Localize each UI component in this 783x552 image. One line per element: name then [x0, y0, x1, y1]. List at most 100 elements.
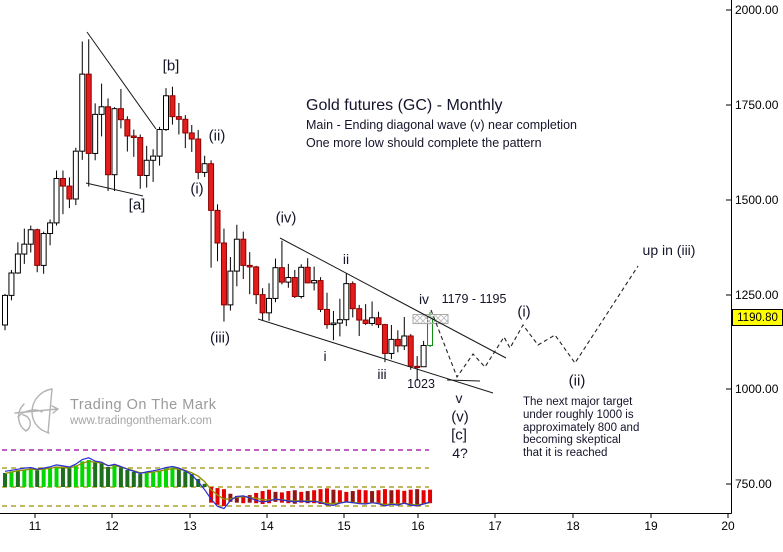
candle: [278, 267, 285, 283]
wave-label: (i): [190, 180, 204, 198]
indicator-bar: [331, 489, 336, 505]
wave-label: 1023: [407, 377, 435, 391]
indicator-bar: [164, 468, 168, 487]
candle: [66, 185, 73, 200]
candle: [150, 155, 157, 161]
indicator-bar: [337, 490, 342, 504]
candle: [34, 229, 41, 266]
price-axis-label: 1250.00: [735, 288, 779, 302]
watermark-name: Trading On The Mark: [70, 397, 217, 413]
candle: [291, 277, 298, 298]
candle: [208, 163, 215, 211]
indicator-bar: [325, 488, 329, 506]
candle: [163, 95, 169, 131]
candle: [233, 238, 240, 272]
target-price-box: [412, 313, 449, 325]
indicator-bar: [312, 490, 317, 504]
candle: [246, 264, 253, 268]
indicator-bar: [382, 489, 387, 506]
candle: [169, 95, 176, 118]
indicator-bar: [215, 488, 220, 505]
candle: [369, 317, 376, 324]
candle: [253, 266, 260, 296]
trendline: [279, 237, 507, 359]
indicator-bar: [350, 491, 355, 504]
indicator-bar: [228, 493, 233, 502]
target-note-line: becoming skeptical: [523, 434, 621, 447]
candle: [2, 294, 8, 326]
watermark: Trading On The Mark www.tradingonthemark…: [12, 386, 242, 436]
time-axis-label: 17: [488, 519, 502, 533]
trendline: [257, 318, 494, 394]
projection-path: [430, 265, 639, 379]
candle: [117, 108, 124, 121]
candle: [59, 177, 66, 187]
indicator-bar: [402, 490, 407, 504]
indicator-bar: [415, 489, 420, 506]
indicator-bar: [73, 465, 78, 487]
wave-label: (iv): [275, 209, 297, 227]
wave-label: iii: [377, 366, 387, 382]
wave-label: [c]: [451, 426, 467, 444]
candle: [401, 335, 408, 347]
indicator-bar: [421, 490, 426, 505]
candle: [79, 73, 86, 152]
time-axis-label: 18: [566, 519, 580, 533]
wave-label: (ii): [208, 127, 226, 145]
trendline: [85, 182, 144, 197]
indicator-bar: [15, 470, 20, 487]
indicator-bar: [221, 489, 226, 506]
indicator-bar: [151, 471, 156, 487]
wave-label: v: [455, 390, 463, 406]
candle: [272, 267, 279, 299]
target-note-line: that it is reached: [523, 447, 608, 460]
indicator-bar: [144, 472, 149, 487]
indicator-blue-line: [4, 457, 431, 510]
indicator-bar: [395, 489, 400, 505]
candle: [266, 297, 273, 314]
candle: [105, 106, 112, 176]
price-axis-label: 1750.00: [735, 98, 779, 112]
indicator-bar: [363, 490, 368, 505]
indicator-bar: [286, 491, 291, 504]
indicator-bar: [106, 467, 111, 487]
candle: [137, 137, 144, 176]
candle: [394, 338, 401, 347]
indicator-bar: [299, 491, 304, 503]
target-note-line: approximately 800 and: [523, 421, 640, 434]
indicator-bar: [389, 490, 394, 505]
indicator-bar: [170, 467, 175, 487]
time-axis-label: 14: [260, 519, 274, 533]
indicator-bar: [260, 491, 265, 505]
candle: [201, 163, 208, 173]
chart-header: Gold futures (GC) - Monthly Main - Endin…: [306, 96, 577, 151]
indicator-bar: [131, 471, 136, 487]
candle: [330, 322, 337, 326]
indicator-bar: [157, 470, 162, 487]
indicator-bar: [28, 468, 33, 487]
indicator-bar: [99, 463, 104, 487]
candle: [175, 116, 182, 120]
price-axis-label: 1000.00: [735, 382, 779, 396]
time-axis-label: 19: [644, 519, 658, 533]
watermark-url: www.tradingonthemark.com: [70, 415, 212, 427]
wave-label: (iii): [210, 329, 230, 347]
wave-label: (i): [517, 303, 531, 321]
candle: [227, 270, 234, 306]
indicator-bar: [22, 469, 27, 487]
candle: [72, 150, 79, 200]
target-note: The next major target under roughly 1000…: [523, 396, 673, 460]
candle: [27, 229, 34, 245]
candle: [240, 238, 247, 266]
candle: [143, 159, 150, 176]
candle: [381, 324, 388, 354]
candle: [304, 266, 311, 284]
candle: [92, 113, 99, 154]
candle: [53, 177, 60, 224]
indicator-bar: [305, 491, 310, 504]
indicator-bar: [370, 491, 375, 504]
candle: [407, 335, 414, 367]
candle: [311, 280, 318, 284]
